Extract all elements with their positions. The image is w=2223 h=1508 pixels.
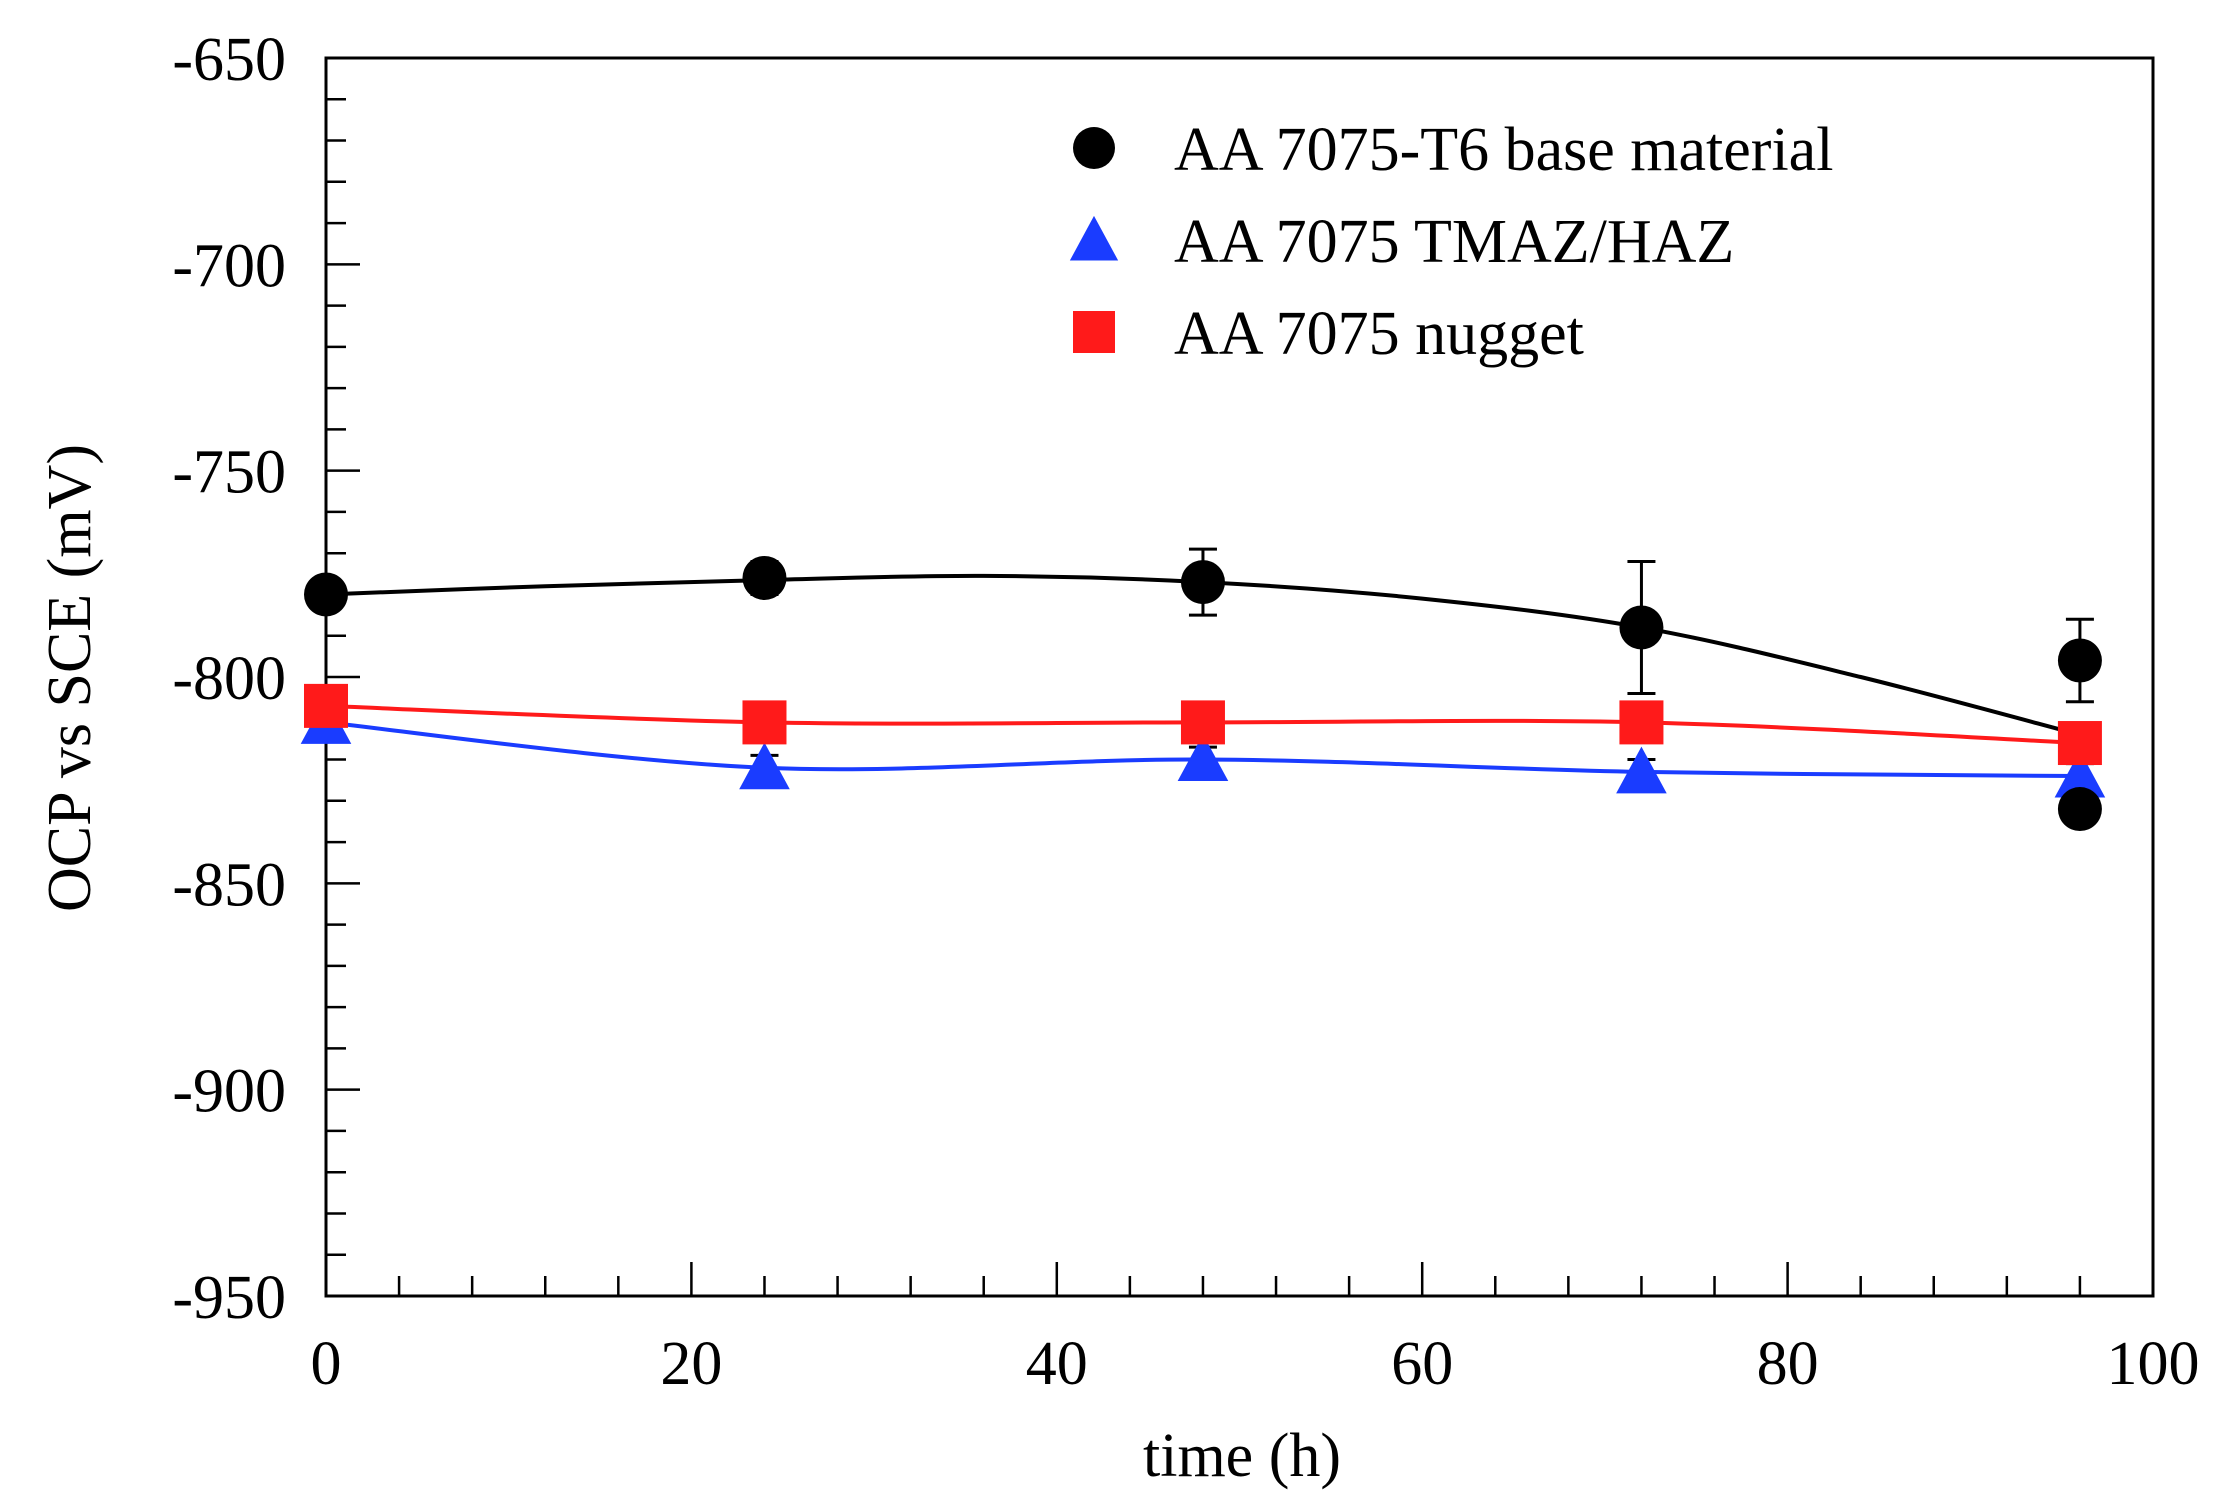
x-tick-label: 0 — [311, 1330, 342, 1398]
y-tick-label: -900 — [172, 1058, 286, 1126]
data-point-base-material — [304, 572, 348, 617]
y-tick-label: -800 — [172, 645, 286, 713]
legend-label-tmaz-haz: AA 7075 TMAZ/HAZ — [1174, 208, 1734, 276]
data-point-nugget — [742, 700, 787, 745]
y-tick-label: -650 — [172, 26, 286, 94]
data-point-nugget — [2057, 721, 2102, 766]
data-point-base-material — [1619, 605, 1664, 650]
data-point-base-material — [2057, 638, 2102, 683]
data-point-nugget — [304, 683, 348, 728]
x-tick-label: 80 — [1757, 1330, 1819, 1398]
y-axis-title: OCP vs SCE (mV) — [36, 444, 104, 912]
data-point-tmaz-haz — [2054, 750, 2106, 798]
y-tick-label: -750 — [172, 439, 286, 507]
x-tick-label: 100 — [2107, 1330, 2200, 1398]
legend-label-nugget: AA 7075 nugget — [1174, 300, 1584, 368]
legend-marker-nugget — [1073, 311, 1115, 353]
data-point-base-material — [742, 555, 787, 600]
data-point-nugget — [1619, 700, 1664, 745]
legend-marker-base-material — [1073, 127, 1115, 169]
y-tick-label: -700 — [172, 232, 286, 300]
data-point-tmaz-haz — [739, 742, 790, 790]
data-point-tmaz-haz — [1616, 746, 1667, 794]
data-point-base-material — [2057, 787, 2102, 832]
data-point-base-material — [1180, 560, 1225, 605]
x-tick-label: 60 — [1391, 1330, 1453, 1398]
y-tick-label: -950 — [172, 1264, 286, 1332]
y-tick-label: -850 — [172, 851, 286, 919]
x-tick-label: 40 — [1026, 1330, 1088, 1398]
data-point-nugget — [1180, 700, 1225, 745]
x-tick-label: 20 — [660, 1330, 722, 1398]
legend-label-base-material: AA 7075-T6 base material — [1174, 116, 1833, 184]
data-point-tmaz-haz — [1177, 734, 1229, 782]
legend-marker-tmaz-haz — [1069, 215, 1119, 261]
x-axis-title: time (h) — [1143, 1422, 1341, 1490]
